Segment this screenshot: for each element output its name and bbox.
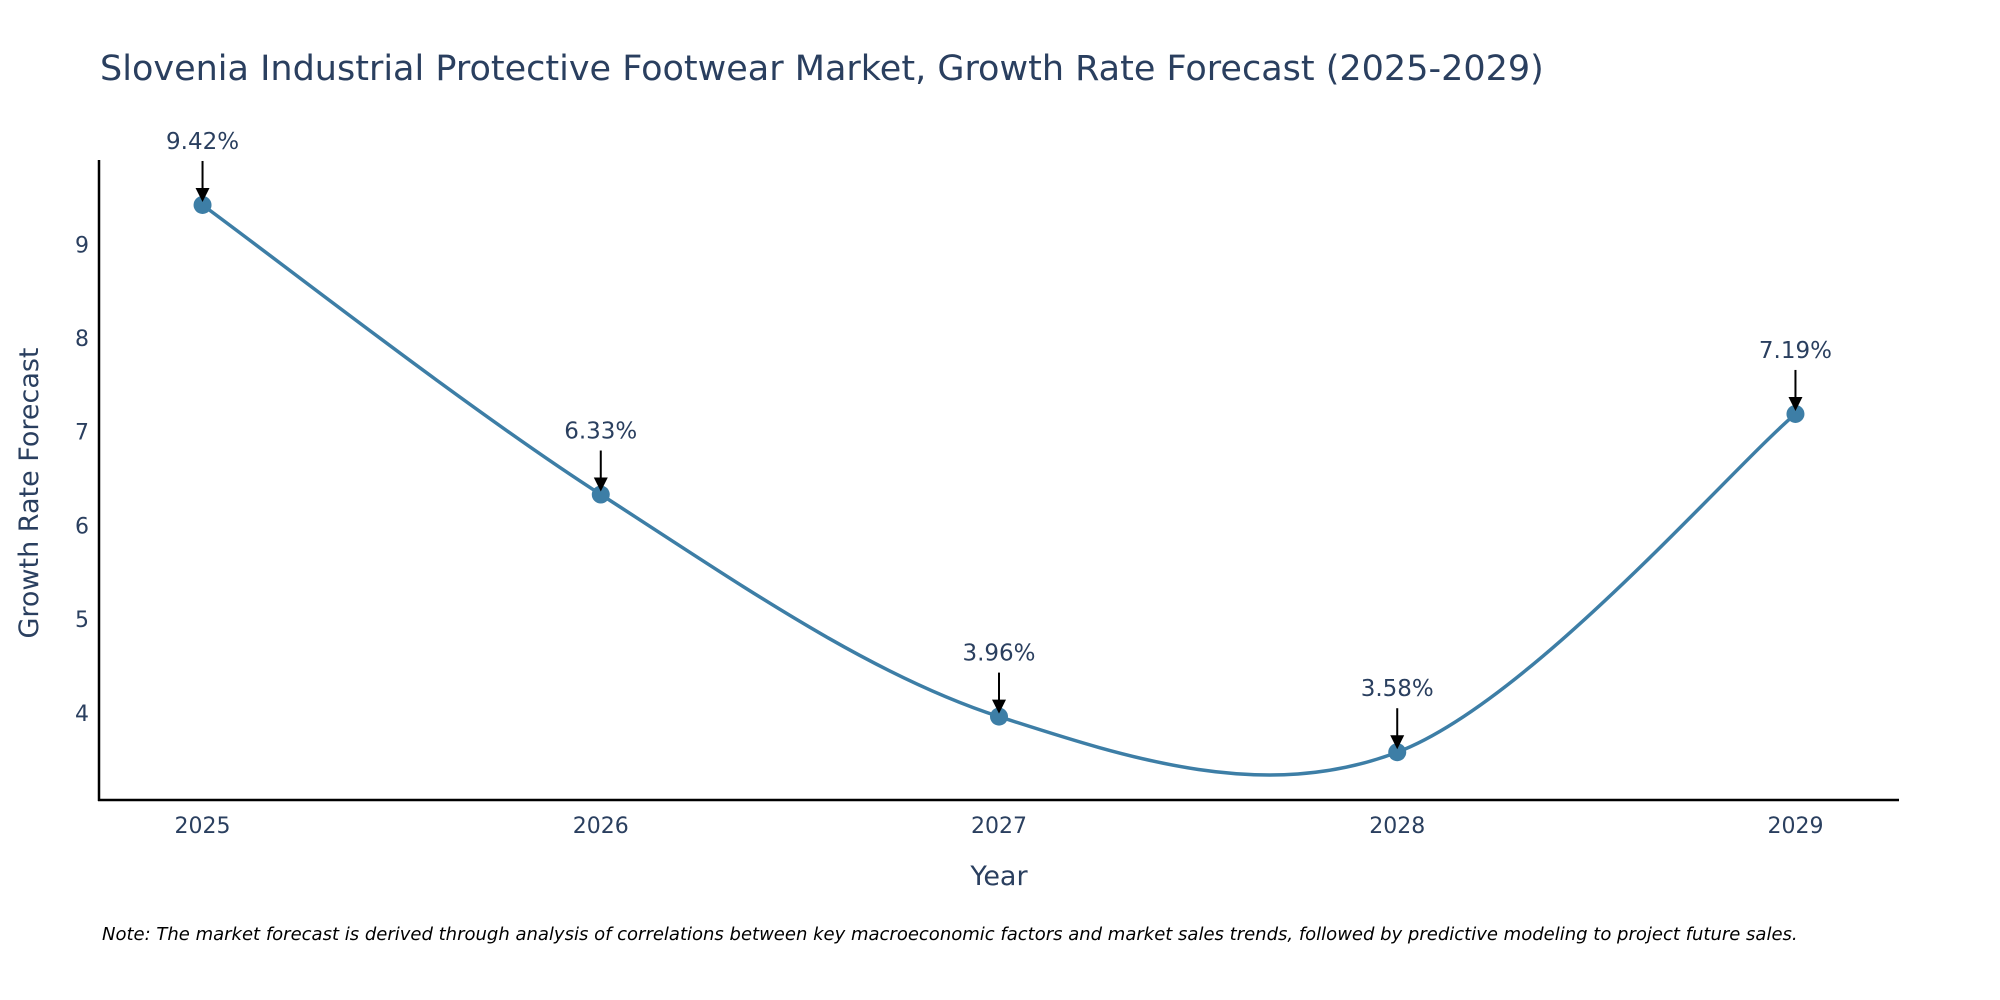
y-tick-label: 7 [75,421,89,446]
data-point [591,485,610,504]
x-tick-label: 2029 [1767,814,1823,839]
annotation-arrow-head [992,699,1006,714]
annotation-arrow-head [1788,396,1803,411]
y-tick-label: 5 [75,608,89,633]
data-label: 7.19% [1759,338,1832,364]
data-label: 9.42% [166,129,239,155]
y-axis-ticks: 4 5 6 7 8 9 [75,233,89,727]
data-point [1388,743,1407,762]
annotation-arrow-head [195,187,210,202]
data-label: 3.96% [962,641,1035,667]
y-tick-label: 8 [75,327,89,352]
data-labels: 9.42% 6.33% 3.96% 3.58% 7.19% [166,129,1832,750]
data-point [1786,404,1805,423]
data-label: 6.33% [564,419,637,445]
x-tick-label: 2028 [1369,814,1425,839]
y-tick-label: 6 [75,514,89,539]
x-tick-label: 2026 [573,814,629,839]
data-point [193,195,212,214]
y-tick-label: 4 [75,702,89,727]
annotation-arrow-head [1390,735,1405,750]
series-points [193,195,1805,762]
annotation-arrow-head [593,477,608,492]
x-tick-label: 2025 [175,814,231,839]
x-axis-label: Year [969,861,1028,892]
chart-title: Slovenia Industrial Protective Footwear … [100,49,1544,89]
y-tick-label: 9 [75,233,89,258]
data-point [990,707,1008,726]
axes [97,160,1899,802]
y-axis-label: Growth Rate Forecast [14,347,45,638]
x-tick-label: 2027 [971,814,1027,839]
footnote: Note: The market forecast is derived thr… [102,924,1798,945]
data-label: 3.58% [1361,676,1434,702]
x-axis-ticks: 2025 2026 2027 2028 2029 [175,814,1824,839]
